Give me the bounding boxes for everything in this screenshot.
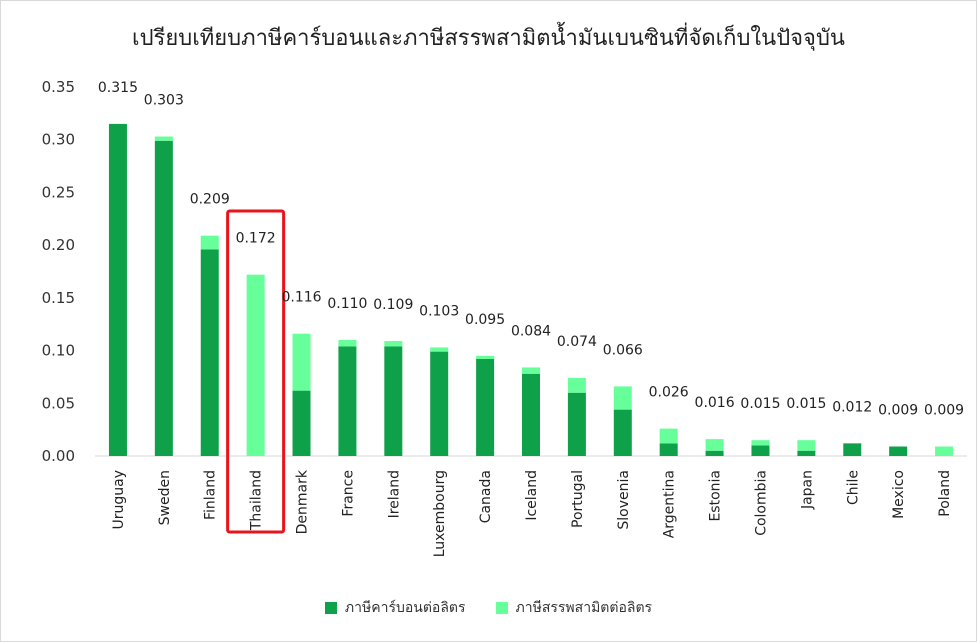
- x-tick-label: Ireland: [386, 470, 402, 518]
- data-label: 0.012: [832, 399, 872, 415]
- x-tick-label: Poland: [937, 470, 953, 517]
- bar-segment-carbon: [476, 359, 495, 456]
- y-tick-label: 0.35: [42, 78, 75, 96]
- y-tick-label: 0.00: [42, 447, 75, 465]
- legend-item-excise: ภาษีสรรพสามิตต่อลิตร: [495, 597, 653, 619]
- bar-segment-excise: [935, 446, 954, 456]
- bar-segment-excise: [246, 274, 265, 456]
- x-tick-label: Estonia: [708, 470, 724, 522]
- bar-segment-excise: [613, 386, 632, 410]
- bar-segment-excise: [567, 377, 586, 393]
- data-label: 0.095: [465, 312, 505, 328]
- data-label: 0.009: [924, 403, 964, 419]
- bar-segment-excise: [797, 440, 816, 451]
- x-tick-label: Denmark: [295, 469, 311, 534]
- data-label: 0.016: [695, 395, 735, 411]
- data-label: 0.303: [144, 93, 184, 109]
- x-tick-label: Slovenia: [616, 470, 632, 530]
- bar-segment-carbon: [889, 446, 908, 456]
- data-label: 0.084: [511, 323, 551, 339]
- data-label: 0.074: [557, 334, 597, 350]
- x-tick-label: Sweden: [157, 470, 173, 525]
- x-tick-label: Chile: [845, 470, 861, 505]
- x-tick-label: Japan: [799, 470, 815, 510]
- data-label: 0.172: [236, 231, 276, 247]
- bar-segment-carbon: [154, 140, 173, 457]
- bar-segment-carbon: [338, 346, 357, 456]
- x-tick-label: Portugal: [570, 470, 586, 528]
- bar-segment-excise: [154, 136, 173, 141]
- data-label: 0.009: [878, 403, 918, 419]
- bar-segment-carbon: [108, 123, 127, 457]
- y-tick-label: 0.25: [42, 183, 75, 201]
- bar-segment-excise: [751, 440, 770, 446]
- chart-title: เปรียบเทียบภาษีคาร์บอนและภาษีสรรพสามิตน้…: [132, 26, 845, 51]
- legend-item-carbon: ภาษีคาร์บอนต่อลิตร: [324, 597, 466, 619]
- bar-segment-carbon: [659, 443, 678, 456]
- bar-segment-excise: [338, 340, 357, 347]
- bar-segment-excise: [659, 428, 678, 444]
- bar-segment-excise: [705, 439, 724, 451]
- legend-swatch-excise: [495, 602, 508, 614]
- x-tick-label: Finland: [203, 470, 219, 520]
- bar-segment-excise: [476, 355, 495, 360]
- bar-segment-carbon: [567, 392, 586, 456]
- highlight-box: [226, 209, 286, 534]
- bar-segment-excise: [430, 347, 449, 352]
- bar-segment-carbon: [200, 249, 219, 456]
- x-tick-label: Thailand: [249, 470, 265, 531]
- data-label: 0.109: [373, 297, 413, 313]
- x-tick-label: Luxembourg: [432, 470, 448, 557]
- x-tick-label: Argentina: [662, 470, 678, 538]
- data-label: 0.103: [419, 303, 459, 319]
- bar-segment-carbon: [797, 450, 816, 456]
- x-tick-label: Iceland: [524, 470, 540, 521]
- bar-segment-carbon: [522, 373, 540, 456]
- bar-segment-carbon: [751, 445, 770, 456]
- bar-segment-excise: [384, 341, 403, 347]
- bar-segment-excise: [200, 235, 219, 250]
- data-label: 0.015: [740, 396, 780, 412]
- x-tick-label: Canada: [478, 470, 494, 523]
- y-tick-label: 0.10: [42, 342, 75, 360]
- y-tick-label: 0.05: [42, 394, 75, 412]
- bar-segment-carbon: [613, 409, 632, 456]
- bar-segment-carbon: [705, 450, 724, 456]
- legend: ภาษีคาร์บอนต่อลิตร ภาษีสรรพสามิตต่อลิตร: [0, 597, 977, 619]
- legend-label-carbon: ภาษีคาร์บอนต่อลิตร: [344, 600, 466, 616]
- x-tick-label: Mexico: [891, 470, 907, 519]
- bar-segment-excise: [522, 367, 540, 374]
- bar-segment-carbon: [384, 346, 403, 456]
- bar-segment-carbon: [292, 390, 311, 456]
- x-tick-label: France: [340, 470, 356, 517]
- data-label: 0.026: [649, 385, 689, 401]
- y-tick-label: 0.15: [42, 289, 75, 307]
- data-label: 0.110: [327, 296, 367, 312]
- data-label: 0.315: [98, 80, 138, 96]
- y-tick-label: 0.20: [42, 236, 75, 254]
- bar-segment-carbon: [843, 443, 862, 456]
- x-tick-label: Colombia: [753, 470, 769, 536]
- bar-segment-carbon: [430, 351, 449, 456]
- x-tick-label: Uruguay: [111, 470, 127, 530]
- data-label: 0.066: [603, 342, 643, 358]
- data-label: 0.209: [190, 192, 230, 208]
- data-label: 0.015: [786, 396, 826, 412]
- legend-label-excise: ภาษีสรรพสามิตต่อลิตร: [515, 600, 653, 616]
- legend-swatch-carbon: [324, 602, 337, 614]
- y-tick-label: 0.30: [42, 131, 75, 149]
- data-label: 0.116: [281, 290, 321, 306]
- bar-segment-excise: [292, 333, 311, 391]
